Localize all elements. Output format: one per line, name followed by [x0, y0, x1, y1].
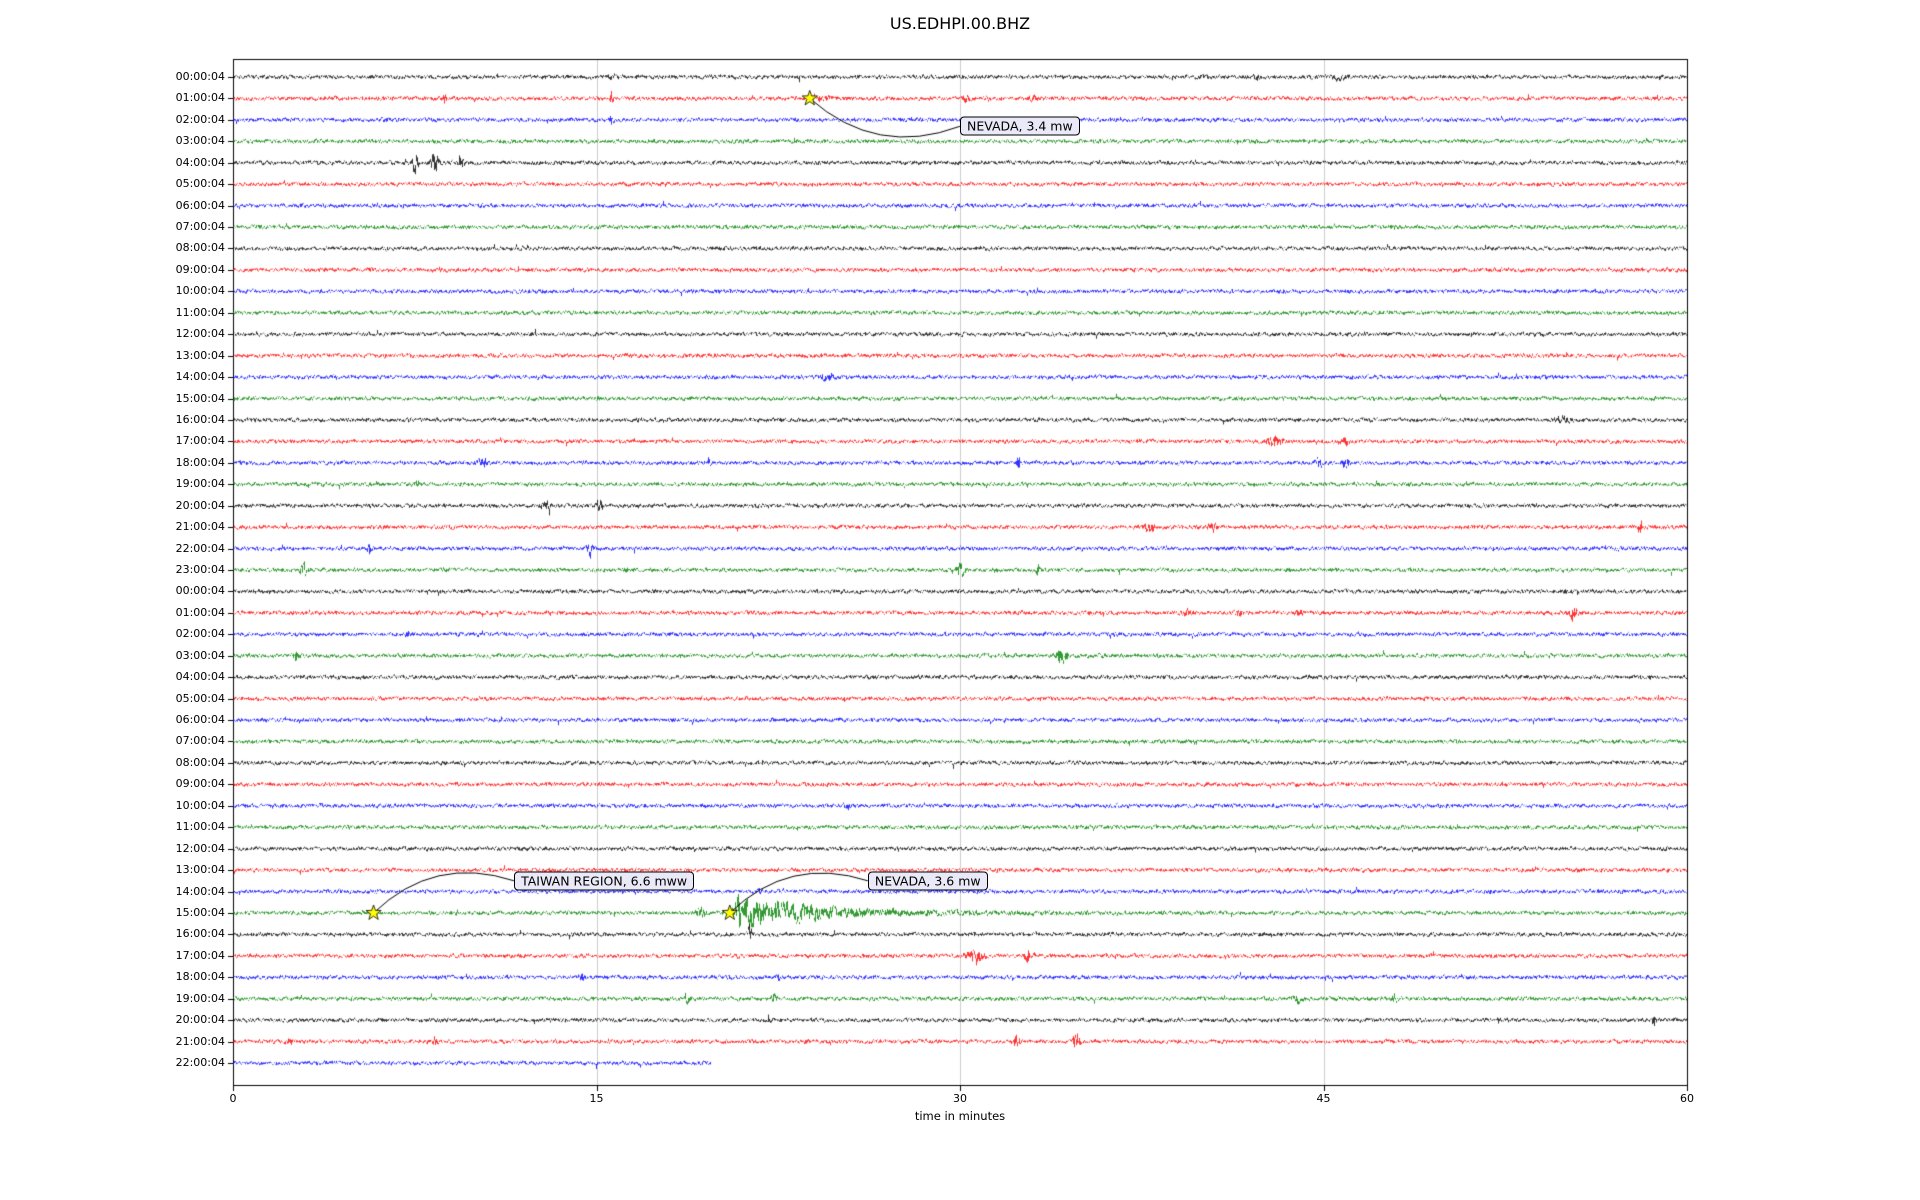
- y-tick-label: 05:00:04: [175, 177, 225, 191]
- x-tick-label: 45: [1316, 1092, 1331, 1105]
- x-tick-label: 0: [229, 1092, 237, 1105]
- x-tick-label: 30: [953, 1092, 967, 1105]
- y-tick-label: 16:00:04: [175, 927, 225, 941]
- y-tick-label: 15:00:04: [175, 905, 225, 919]
- y-tick-label: 01:00:04: [175, 91, 225, 105]
- y-tick-label: 10:00:04: [175, 284, 225, 298]
- y-tick-label: 16:00:04: [175, 412, 225, 426]
- y-tick-label: 06:00:04: [175, 198, 225, 212]
- y-tick-label: 13:00:04: [175, 348, 225, 362]
- event-label: TAIWAN REGION, 6.6 mww: [514, 871, 695, 891]
- y-tick-label: 11:00:04: [175, 820, 225, 834]
- y-tick-label: 02:00:04: [175, 112, 225, 126]
- y-tick-label: 04:00:04: [175, 155, 225, 169]
- y-tick-label: 18:00:04: [175, 455, 225, 469]
- y-tick-label: 17:00:04: [175, 948, 225, 962]
- y-tick-label: 08:00:04: [175, 241, 225, 255]
- y-tick-label: 14:00:04: [175, 884, 225, 898]
- y-tick-label: 07:00:04: [175, 734, 225, 748]
- y-tick-label: 20:00:04: [175, 498, 225, 512]
- y-tick-label: 13:00:04: [175, 863, 225, 877]
- y-tick-label: 23:00:04: [175, 563, 225, 576]
- y-tick-label: 19:00:04: [175, 991, 225, 1005]
- y-tick-label: 08:00:04: [175, 755, 225, 769]
- y-tick-label: 14:00:04: [175, 370, 225, 384]
- x-axis-label: time in minutes: [914, 1109, 1006, 1123]
- y-tick-label: 19:00:04: [175, 477, 225, 491]
- y-tick-label: 03:00:04: [175, 648, 225, 662]
- y-tick-label: 01:00:04: [175, 605, 225, 619]
- y-tick-label: 06:00:04: [175, 713, 225, 727]
- event-label: NEVADA, 3.6 mw: [867, 871, 988, 891]
- y-tick-label: 02:00:04: [175, 627, 225, 641]
- y-tick-label: 22:00:04: [175, 541, 225, 555]
- y-tick-label: 12:00:04: [175, 841, 225, 855]
- y-tick-label: 00:00:04: [175, 70, 225, 83]
- y-tick-label: 11:00:04: [175, 305, 225, 319]
- y-tick-label: 09:00:04: [175, 777, 225, 791]
- event-label: NEVADA, 3.4 mw: [960, 116, 1080, 136]
- y-tick-label: 10:00:04: [175, 798, 225, 812]
- y-tick-label: 09:00:04: [175, 262, 225, 276]
- y-tick-label: 17:00:04: [175, 434, 225, 448]
- y-tick-label: 21:00:04: [175, 1034, 225, 1048]
- y-tick-label: 00:00:04: [175, 584, 225, 598]
- y-tick-label: 18:00:04: [175, 970, 225, 984]
- y-tick-label: 04:00:04: [175, 670, 225, 684]
- x-tick-label: 15: [589, 1092, 604, 1105]
- y-tick-label: 12:00:04: [175, 327, 225, 341]
- x-tick-label: 60: [1680, 1092, 1694, 1105]
- y-tick-label: 03:00:04: [175, 134, 225, 148]
- y-tick-label: 22:00:04: [175, 1056, 225, 1069]
- y-tick-label: 05:00:04: [175, 691, 225, 705]
- y-tick-label: 21:00:04: [175, 520, 225, 534]
- y-tick-label: 15:00:04: [175, 391, 225, 405]
- y-tick-label: 20:00:04: [175, 1013, 225, 1027]
- y-tick-label: 07:00:04: [175, 220, 225, 234]
